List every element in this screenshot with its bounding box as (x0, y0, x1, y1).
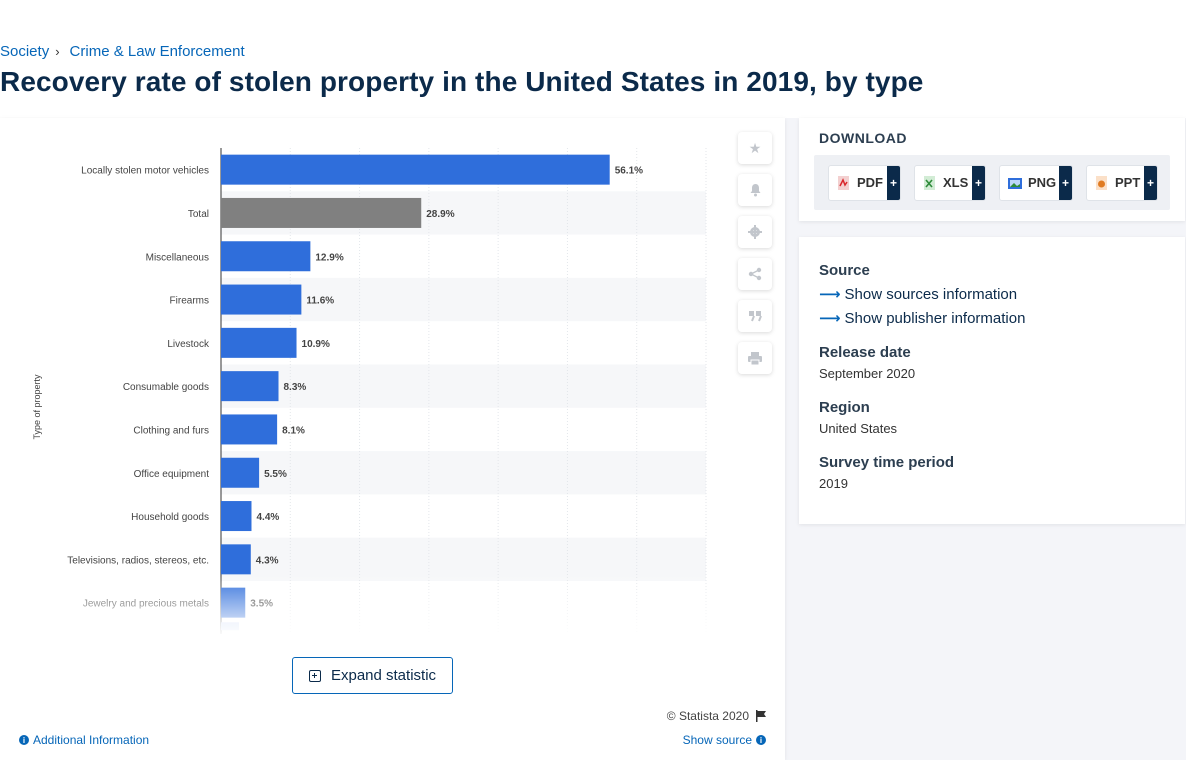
info-icon: i (756, 735, 766, 745)
bar (221, 197, 422, 228)
bar (221, 241, 311, 272)
data-label: 28.9% (426, 209, 454, 220)
page-title: Recovery rate of stolen property in the … (0, 66, 924, 97)
flag-icon[interactable] (755, 710, 767, 722)
xls-file-icon (923, 175, 937, 190)
row-stripe (221, 451, 706, 495)
chart-card: 56.1% Locally stolen motor vehicles 28.9% T… (0, 118, 785, 760)
data-label: 8.3% (284, 382, 307, 393)
category-label: Locally stolen motor vehicles (81, 166, 209, 177)
bar (221, 457, 260, 488)
bar (221, 414, 278, 445)
download-png-label: PNG (1028, 175, 1057, 190)
arrow-right-icon: ⟶ (819, 286, 841, 303)
release-date-heading: Release date (819, 344, 911, 361)
survey-period-heading: Survey time period (819, 454, 955, 471)
additional-information-link[interactable]: i Additional Information (19, 733, 149, 747)
download-pdf-button[interactable]: PDF + (828, 164, 901, 201)
bar (221, 284, 302, 315)
show-source-label: Show source (682, 733, 752, 747)
breadcrumb-separator: › (55, 44, 60, 59)
download-xls-button[interactable]: XLS + (914, 164, 986, 201)
region-heading: Region (819, 399, 870, 416)
row-stripe (221, 364, 706, 408)
copyright-text: © Statista 2020 (666, 709, 749, 723)
download-title: DOWNLOAD (819, 130, 907, 146)
show-publisher-label: Show publisher information (844, 309, 1026, 327)
category-label: Household goods (131, 512, 209, 523)
download-ppt-button[interactable]: PPT + (1086, 164, 1158, 201)
show-publisher-link[interactable]: ⟶ Show publisher information (819, 309, 1026, 328)
data-label: 12.9% (315, 252, 343, 263)
fade-overlay (0, 573, 730, 638)
download-buttons: PDF + XLS + PNG + PPT + (814, 155, 1170, 210)
pdf-file-icon (837, 175, 851, 190)
expand-label: Expand statistic (330, 667, 437, 684)
download-pdf-label: PDF (857, 175, 883, 190)
download-ppt-label: PPT (1115, 175, 1141, 190)
category-label: Consumable goods (123, 382, 209, 393)
bar (221, 371, 279, 402)
survey-period-value: 2019 (819, 476, 848, 491)
data-label: 4.4% (256, 512, 279, 523)
release-date-value: September 2020 (819, 366, 916, 381)
bar (221, 327, 297, 358)
plus-icon: + (972, 165, 985, 200)
copyright: © Statista 2020 (667, 709, 767, 723)
data-label: 4.3% (256, 555, 279, 566)
breadcrumb-crime-law[interactable]: Crime & Law Enforcement (69, 43, 245, 60)
source-heading: Source (819, 262, 870, 279)
data-label: 8.1% (282, 425, 305, 436)
category-label: Total (188, 209, 209, 220)
bell-icon[interactable] (738, 174, 772, 206)
breadcrumb: Society › Crime & Law Enforcement (0, 43, 245, 60)
additional-information-label: Additional Information (33, 733, 150, 747)
data-label: 5.5% (264, 469, 287, 480)
share-icon[interactable] (738, 258, 772, 290)
show-source-link[interactable]: Show source i (683, 733, 766, 747)
category-label: Clothing and furs (133, 425, 209, 436)
download-png-button[interactable]: PNG + (999, 164, 1073, 201)
header-area (0, 0, 1186, 118)
png-file-icon (1008, 176, 1022, 190)
data-label: 56.1% (615, 166, 643, 177)
category-label: Office equipment (134, 469, 210, 480)
show-sources-label: Show sources information (844, 285, 1018, 303)
print-icon[interactable] (738, 342, 772, 374)
star-icon[interactable]: ★ (738, 132, 772, 164)
row-stripe (221, 277, 706, 322)
expand-icon (308, 669, 321, 682)
info-icon: i (19, 735, 29, 745)
y-axis-title: Type of property (32, 374, 42, 440)
expand-statistic-button[interactable]: Expand statistic (292, 657, 453, 694)
breadcrumb-society[interactable]: Society (0, 43, 50, 60)
quote-icon[interactable] (738, 300, 772, 332)
bar (221, 154, 610, 185)
ppt-file-icon (1095, 175, 1109, 190)
show-sources-link[interactable]: ⟶ Show sources information (819, 285, 1018, 304)
plus-icon: + (1059, 165, 1072, 200)
bar (221, 544, 251, 575)
category-label: Livestock (167, 339, 210, 350)
download-card: DOWNLOAD PDF + XLS + PNG + P (799, 118, 1185, 221)
bar (221, 501, 252, 532)
plus-icon: + (1144, 165, 1157, 200)
category-label: Firearms (170, 296, 209, 307)
gear-icon[interactable] (738, 216, 772, 248)
region-value: United States (819, 421, 898, 436)
data-label: 11.6% (306, 296, 334, 307)
bar-chart: 56.1% Locally stolen motor vehicles 28.9% T… (0, 148, 730, 638)
chart-tools: ★ (738, 132, 772, 374)
category-label: Televisions, radios, stereos, etc. (67, 555, 209, 566)
category-label: Miscellaneous (146, 252, 209, 263)
download-xls-label: XLS (943, 175, 969, 190)
metadata-card: Source ⟶ Show sources information ⟶ Show… (799, 237, 1185, 524)
arrow-right-icon: ⟶ (819, 310, 841, 327)
data-label: 10.9% (302, 339, 330, 350)
plus-icon: + (887, 165, 900, 200)
